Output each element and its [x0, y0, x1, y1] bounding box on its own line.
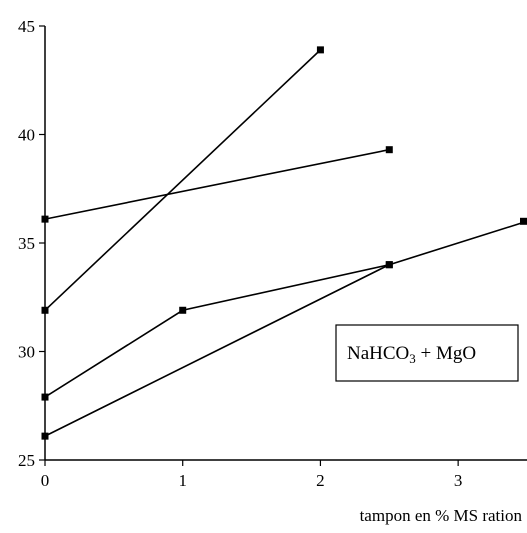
series-1 — [41, 46, 324, 314]
y-tick-label: 35 — [18, 234, 35, 253]
data-point — [41, 393, 49, 401]
legend-label-subscript: 3 — [409, 351, 416, 366]
data-point — [520, 217, 527, 225]
x-axis-ticks: 0 1 2 3 — [41, 460, 463, 490]
legend-box: NaHCO3 + MgO — [335, 324, 519, 382]
data-point — [41, 306, 49, 314]
data-point — [41, 215, 49, 223]
x-tick-label: 3 — [454, 471, 463, 490]
data-point — [179, 306, 187, 314]
data-point — [316, 46, 324, 54]
y-tick-label: 45 — [18, 17, 35, 36]
y-tick-label: 30 — [18, 343, 35, 362]
y-axis-ticks: 25 30 35 40 45 — [18, 17, 45, 470]
series-line — [44, 148, 390, 220]
legend-frame — [335, 324, 519, 382]
legend-label-main: NaHCO — [347, 343, 409, 364]
data-point — [385, 146, 393, 154]
series-line — [44, 49, 321, 311]
data-point — [385, 261, 393, 269]
series-4 — [41, 217, 527, 440]
x-tick-label: 2 — [316, 471, 325, 490]
axes: 25 30 35 40 45 0 1 2 3 — [18, 17, 527, 490]
series-2 — [41, 146, 393, 223]
x-tick-label: 1 — [178, 471, 187, 490]
legend-label: NaHCO3 + MgO — [347, 343, 476, 366]
y-tick-label: 40 — [18, 126, 35, 145]
series-layer — [41, 46, 527, 440]
x-tick-label: 0 — [41, 471, 50, 490]
legend-label-rest: + MgO — [416, 343, 476, 364]
data-point — [41, 432, 49, 440]
y-tick-label: 25 — [18, 451, 35, 470]
x-axis-title: tampon en % MS ration — [360, 506, 523, 525]
